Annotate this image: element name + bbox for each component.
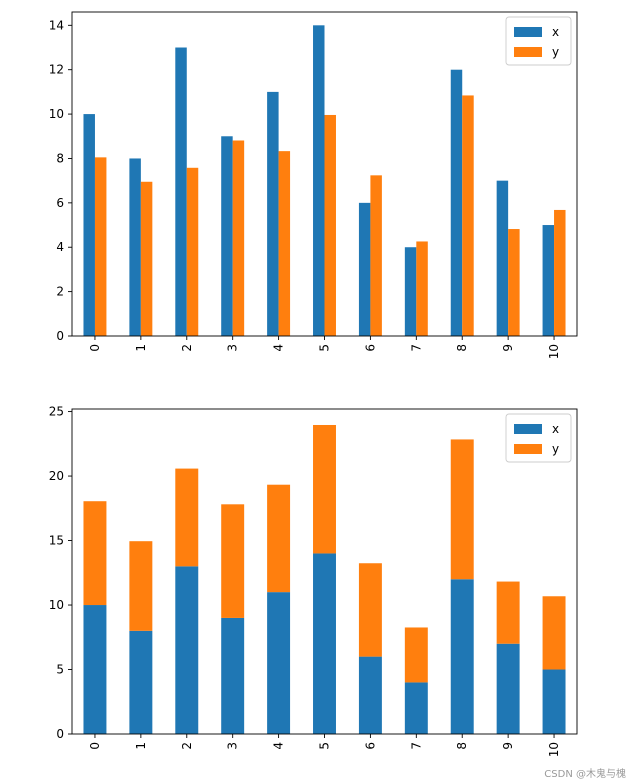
ytick-label-5: 5: [56, 663, 64, 677]
bar-x-5: [313, 553, 336, 734]
bar-y-8: [462, 95, 474, 336]
ytick-label-20: 20: [49, 469, 64, 483]
xtick-label-1: 1: [134, 742, 148, 750]
bar-x-0: [83, 114, 95, 337]
xtick-label-8: 8: [455, 344, 469, 352]
bar-x-9: [496, 643, 520, 734]
ytick-label-25: 25: [49, 405, 64, 419]
bar-y-2: [175, 468, 199, 567]
ytick-label-8: 8: [56, 151, 64, 165]
ytick-label-10: 10: [49, 598, 64, 612]
bar-y-9: [508, 229, 520, 336]
bar-y-7: [416, 241, 428, 336]
bar-y-5: [324, 114, 336, 336]
legend-label-y: y: [552, 442, 559, 456]
bar-y-10: [554, 209, 566, 336]
bar-x-8: [450, 69, 463, 336]
xtick-label-4: 4: [272, 742, 286, 750]
legend-label-y: y: [552, 45, 559, 59]
bar-y-0: [83, 501, 107, 606]
xtick-label-7: 7: [409, 344, 423, 352]
legend-swatch-y: [514, 444, 542, 454]
bar-x-4: [267, 592, 291, 734]
bar-y-4: [267, 484, 291, 593]
bar-y-7: [404, 627, 428, 683]
ytick-label-10: 10: [49, 107, 64, 121]
bar-x-5: [313, 25, 325, 337]
legend-box: [505, 16, 572, 66]
xtick-label-9: 9: [501, 742, 515, 750]
bar-x-6: [358, 656, 382, 734]
bar-y-1: [140, 181, 153, 336]
ytick-label-12: 12: [49, 63, 64, 77]
legend-swatch-x: [514, 424, 542, 434]
bar-y-3: [221, 504, 245, 618]
bar-y-8: [450, 439, 474, 580]
watermark: CSDN @木鬼与槐: [544, 769, 626, 780]
ytick-label-15: 15: [49, 534, 64, 548]
bar-x-10: [542, 669, 566, 734]
legend-label-x: x: [552, 25, 559, 39]
ytick-label-6: 6: [56, 196, 64, 210]
bar-x-7: [404, 247, 417, 336]
xtick-label-3: 3: [226, 742, 240, 750]
bar-x-3: [221, 617, 245, 734]
ytick-label-0: 0: [56, 329, 64, 343]
bar-x-2: [175, 566, 199, 734]
xtick-label-8: 8: [455, 742, 469, 750]
legend-swatch-x: [514, 27, 542, 37]
xtick-label-0: 0: [88, 344, 102, 352]
bar-x-2: [175, 47, 187, 337]
bar-x-9: [496, 180, 509, 336]
bar-x-8: [450, 579, 474, 734]
bar-y-6: [370, 175, 382, 336]
ytick-label-0: 0: [56, 727, 64, 741]
xtick-label-10: 10: [547, 742, 561, 757]
legend: xy: [505, 413, 572, 463]
xtick-label-4: 4: [272, 344, 286, 352]
bar-x-4: [267, 91, 279, 336]
bar-y-4: [278, 151, 291, 336]
legend-label-x: x: [552, 422, 559, 436]
ytick-label-4: 4: [56, 240, 64, 254]
bar-y-0: [94, 157, 107, 336]
xtick-label-5: 5: [318, 344, 332, 352]
xtick-label-5: 5: [318, 742, 332, 750]
bar-x-1: [129, 630, 153, 734]
xtick-label-9: 9: [501, 344, 515, 352]
xtick-label-2: 2: [180, 344, 194, 352]
xtick-label-2: 2: [180, 742, 194, 750]
legend-box: [505, 413, 572, 463]
bar-y-2: [186, 167, 199, 336]
bar-y-1: [129, 541, 153, 631]
bar-y-5: [313, 424, 336, 554]
bar-x-7: [404, 682, 428, 734]
chart-1: 0 5 10 15 20 25 0 1 2 3 4 5 6 7 8 9 10 xy: [49, 405, 578, 757]
legend: xy: [505, 16, 572, 66]
bar-y-9: [496, 581, 520, 644]
xtick-label-6: 6: [363, 742, 377, 750]
bar-x-6: [358, 202, 371, 336]
bar-y-3: [232, 140, 245, 336]
ytick-label-14: 14: [49, 18, 64, 32]
ytick-label-2: 2: [56, 285, 64, 299]
bar-y-10: [542, 596, 566, 670]
legend-swatch-y: [514, 47, 542, 57]
bar-x-0: [83, 605, 107, 734]
xtick-label-6: 6: [363, 344, 377, 352]
xtick-label-3: 3: [226, 344, 240, 352]
bar-x-10: [542, 225, 555, 336]
xtick-label-0: 0: [88, 742, 102, 750]
bar-x-1: [129, 158, 141, 336]
bar-y-6: [358, 563, 382, 657]
xtick-label-10: 10: [547, 344, 561, 359]
xtick-label-1: 1: [134, 344, 148, 352]
xtick-label-7: 7: [409, 742, 423, 750]
bar-x-3: [221, 136, 233, 336]
